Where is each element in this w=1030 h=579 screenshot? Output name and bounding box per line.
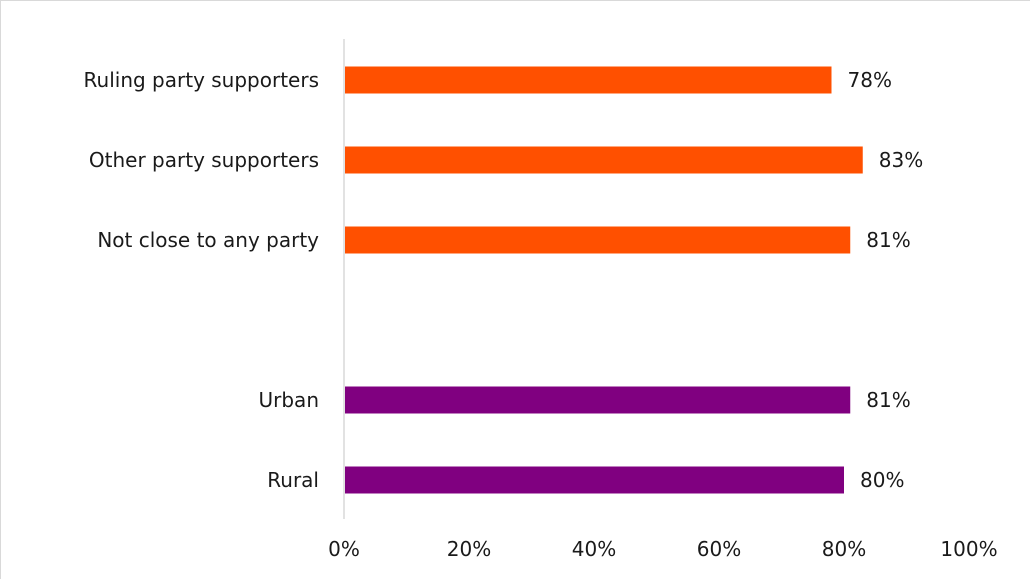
value-label-ruling-party-supporters: 78% <box>848 68 892 92</box>
bar-urban <box>345 386 851 414</box>
category-label-other-party-supporters: Other party supporters <box>89 148 319 172</box>
x-tick-label-20-pct: 20% <box>447 537 491 561</box>
category-label-ruling-party-supporters: Ruling party supporters <box>84 68 319 92</box>
bar-not-close-to-any-party <box>345 226 851 254</box>
category-label-rural: Rural <box>267 468 319 492</box>
x-tick-label-40-pct: 40% <box>572 537 616 561</box>
value-label-rural: 80% <box>860 468 904 492</box>
x-tick-label-100-pct: 100% <box>940 537 997 561</box>
category-label-not-close-to-any-party: Not close to any party <box>97 228 319 252</box>
value-label-not-close-to-any-party: 81% <box>866 228 910 252</box>
value-label-urban: 81% <box>866 388 910 412</box>
bar-other-party-supporters <box>345 146 863 174</box>
x-tick-label-0-pct: 0% <box>328 537 360 561</box>
x-tick-label-60-pct: 60% <box>697 537 741 561</box>
bar-ruling-party-supporters <box>345 66 832 94</box>
category-label-urban: Urban <box>259 388 320 412</box>
x-tick-label-80-pct: 80% <box>822 537 866 561</box>
bar-rural <box>345 466 844 494</box>
value-label-other-party-supporters: 83% <box>879 148 923 172</box>
